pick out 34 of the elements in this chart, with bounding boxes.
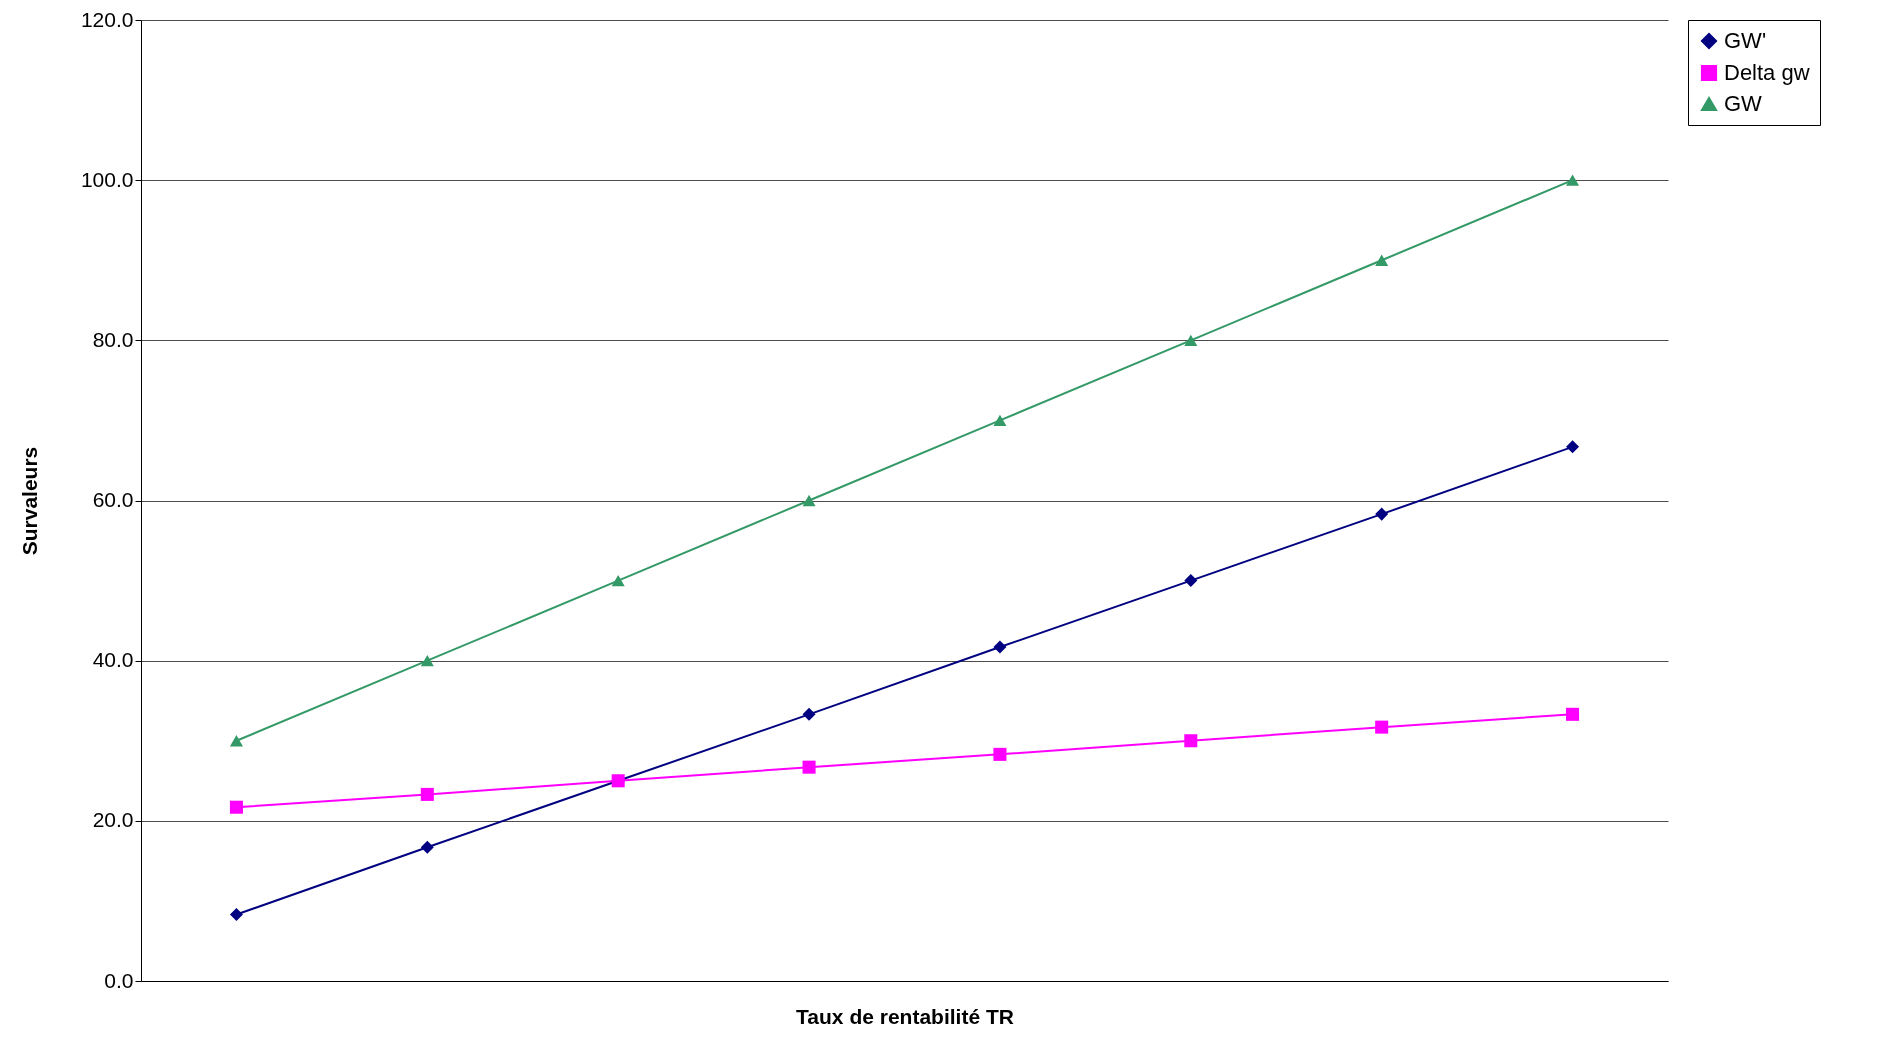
y-tick-label: 60.0 bbox=[92, 488, 134, 511]
point bbox=[993, 640, 1007, 654]
point bbox=[802, 760, 816, 774]
y-tick-label: 80.0 bbox=[92, 327, 134, 351]
point bbox=[1375, 507, 1389, 521]
point bbox=[1375, 254, 1389, 266]
point bbox=[229, 735, 243, 747]
point bbox=[802, 494, 816, 507]
y-tick-label: 40.0 bbox=[92, 648, 134, 672]
point bbox=[611, 574, 625, 587]
point bbox=[1566, 440, 1580, 454]
x-axis-title: Taux de rentabilité TR bbox=[796, 1004, 1014, 1028]
legend-label: GW' bbox=[1724, 28, 1767, 53]
y-axis-title: Survaleurs bbox=[17, 446, 41, 556]
point bbox=[420, 655, 434, 667]
point bbox=[420, 787, 434, 801]
y-tick-label: 100.0 bbox=[80, 167, 134, 191]
point bbox=[1566, 174, 1580, 186]
y-tick-label: 20.0 bbox=[92, 808, 134, 832]
legend-label: GW bbox=[1724, 91, 1763, 116]
point bbox=[1184, 734, 1198, 748]
y-tick-label: 120.0 bbox=[80, 7, 134, 31]
point bbox=[993, 747, 1007, 761]
point bbox=[420, 840, 434, 854]
point bbox=[802, 707, 816, 721]
point bbox=[229, 908, 243, 922]
y-tick-label: 0.0 bbox=[104, 968, 134, 992]
legend-label: Delta gw bbox=[1724, 60, 1810, 85]
point bbox=[229, 800, 243, 814]
point bbox=[1375, 720, 1389, 734]
point bbox=[1184, 334, 1198, 346]
point bbox=[1184, 574, 1198, 588]
point bbox=[993, 414, 1007, 427]
point bbox=[1566, 707, 1580, 721]
